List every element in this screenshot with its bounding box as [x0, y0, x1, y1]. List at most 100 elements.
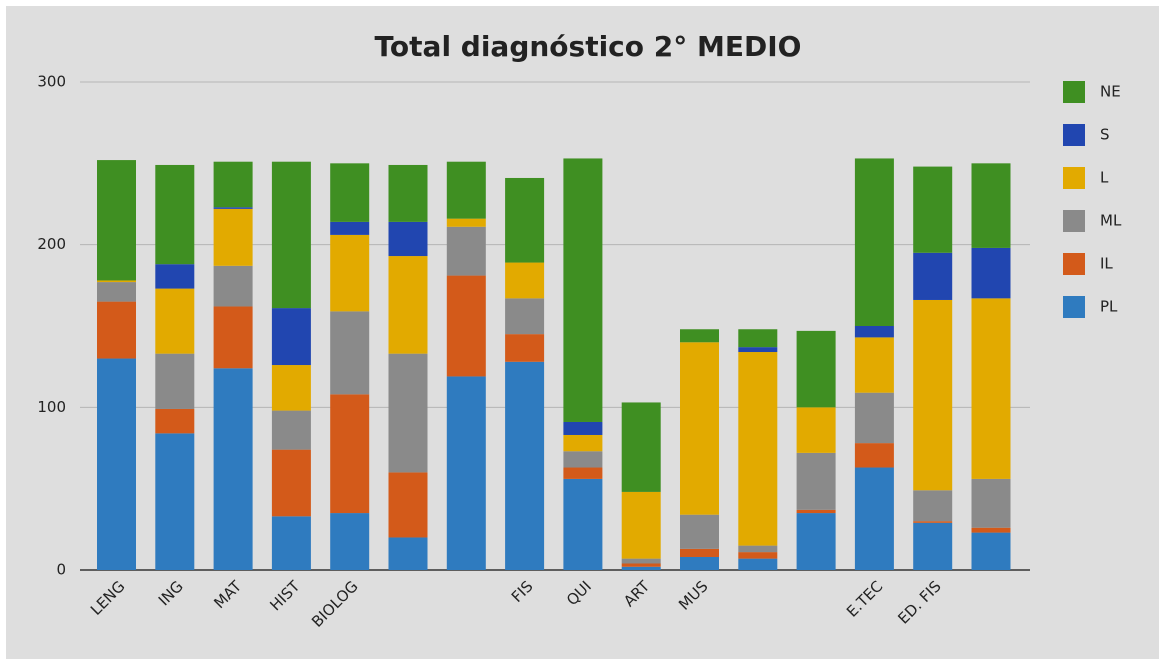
- bar-segment: [213, 161, 253, 208]
- bar-segment: [971, 247, 1011, 299]
- legend-swatch: [1063, 124, 1085, 146]
- bar-segment: [971, 298, 1011, 479]
- bar-segment: [738, 558, 778, 570]
- bar-segment: [621, 566, 661, 570]
- y-tick-label: 100: [37, 398, 66, 416]
- bar-segment: [854, 158, 894, 326]
- legend-swatch: [1063, 210, 1085, 232]
- bar-segment: [97, 301, 136, 359]
- bar-segment: [446, 226, 486, 276]
- bar-segment: [505, 361, 545, 570]
- bar-segment: [621, 402, 661, 492]
- bar-segment: [388, 537, 428, 570]
- bar-segment: [155, 353, 195, 409]
- bar-segment: [854, 467, 894, 570]
- y-tick-label: 0: [56, 561, 66, 579]
- bar-segment: [213, 368, 253, 570]
- bar-segment: [796, 509, 836, 514]
- bar-segment: [563, 434, 603, 452]
- bar-segment: [330, 234, 370, 312]
- bar-segment: [446, 218, 486, 227]
- bar-segment: [971, 532, 1011, 570]
- bar-segment: [388, 221, 428, 257]
- legend-label: S: [1100, 126, 1110, 144]
- bar-segment: [854, 443, 894, 468]
- bar-segment: [563, 478, 603, 570]
- bar-segment: [213, 207, 253, 209]
- legend-swatch: [1063, 296, 1085, 318]
- bar-segment: [155, 264, 195, 289]
- legend-swatch: [1063, 81, 1085, 103]
- legend-label: NE: [1100, 83, 1121, 101]
- bar-segment: [271, 449, 311, 517]
- bar-segment: [913, 522, 953, 570]
- bar-segment: [213, 306, 253, 369]
- bar-segment: [271, 365, 311, 411]
- legend-label: ML: [1100, 212, 1122, 230]
- bar-segment: [330, 394, 370, 514]
- bar-segment: [854, 392, 894, 444]
- bar-segment: [680, 329, 719, 343]
- bar-segment: [738, 347, 778, 353]
- bar-segment: [854, 337, 894, 393]
- bar-segment: [388, 472, 428, 538]
- bar-segment: [97, 282, 136, 302]
- bar-segment: [388, 256, 428, 354]
- legend-swatch: [1063, 253, 1085, 275]
- bar-segment: [563, 467, 603, 479]
- y-tick-label: 300: [37, 73, 66, 91]
- bar-segment: [796, 513, 836, 570]
- bar-segment: [330, 221, 370, 235]
- bar-segment: [796, 407, 836, 453]
- bar-segment: [796, 452, 836, 510]
- bar-segment: [155, 288, 195, 354]
- bar-segment: [621, 491, 661, 559]
- bar-segment: [155, 164, 195, 265]
- bar-segment: [913, 490, 953, 522]
- bar-segment: [680, 548, 719, 557]
- legend-label: IL: [1100, 255, 1113, 273]
- bar-segment: [913, 166, 953, 253]
- bar-segment: [271, 410, 311, 450]
- bar-segment: [446, 161, 486, 219]
- bar-segment: [971, 478, 1011, 528]
- bar-segment: [971, 527, 1011, 533]
- bar-segment: [155, 408, 195, 434]
- bar-segment: [680, 556, 719, 570]
- bar-segment: [563, 451, 603, 468]
- legend-label: PL: [1100, 298, 1118, 316]
- bar-segment: [388, 353, 428, 473]
- legend-label: L: [1100, 169, 1109, 187]
- y-tick-label: 200: [37, 235, 66, 253]
- bar-segment: [271, 308, 311, 366]
- bar-segment: [330, 311, 370, 395]
- bar-segment: [738, 545, 778, 553]
- bar-segment: [97, 280, 136, 283]
- bar-segment: [97, 160, 136, 281]
- bar-segment: [446, 275, 486, 377]
- bar-segment: [271, 161, 311, 309]
- bar-segment: [97, 358, 136, 570]
- bar-segment: [388, 164, 428, 222]
- bar-segment: [563, 421, 603, 435]
- bar-segment: [505, 334, 545, 362]
- bar-segment: [680, 342, 719, 515]
- bar-segment: [738, 329, 778, 348]
- bar-segment: [330, 163, 370, 222]
- bar-segment: [913, 521, 953, 523]
- bar-segment: [505, 177, 545, 263]
- legend-swatch: [1063, 167, 1085, 189]
- chart-title: Total diagnóstico 2° MEDIO: [375, 30, 802, 63]
- bar-segment: [155, 433, 195, 570]
- bar-segment: [563, 158, 603, 422]
- bar-segment: [271, 516, 311, 570]
- bar-segment: [796, 330, 836, 408]
- bar-segment: [680, 514, 719, 549]
- bar-segment: [621, 558, 661, 564]
- bar-segment: [330, 513, 370, 570]
- bar-segment: [213, 265, 253, 307]
- bar-segment: [621, 563, 661, 567]
- bar-segment: [913, 252, 953, 300]
- bar-segment: [913, 299, 953, 491]
